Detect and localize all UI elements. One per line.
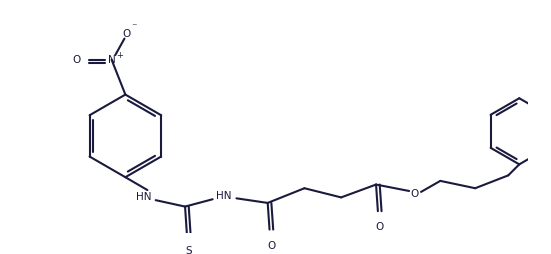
Text: O: O xyxy=(122,29,131,39)
Text: O: O xyxy=(267,241,276,250)
Text: +: + xyxy=(116,51,123,60)
Text: O: O xyxy=(410,189,419,199)
Text: ⁻: ⁻ xyxy=(132,23,137,33)
Text: HN: HN xyxy=(136,193,152,202)
Text: HN: HN xyxy=(216,190,231,201)
Text: O: O xyxy=(72,55,80,65)
Text: N: N xyxy=(108,55,116,65)
Text: S: S xyxy=(186,246,192,254)
Text: O: O xyxy=(376,222,384,232)
